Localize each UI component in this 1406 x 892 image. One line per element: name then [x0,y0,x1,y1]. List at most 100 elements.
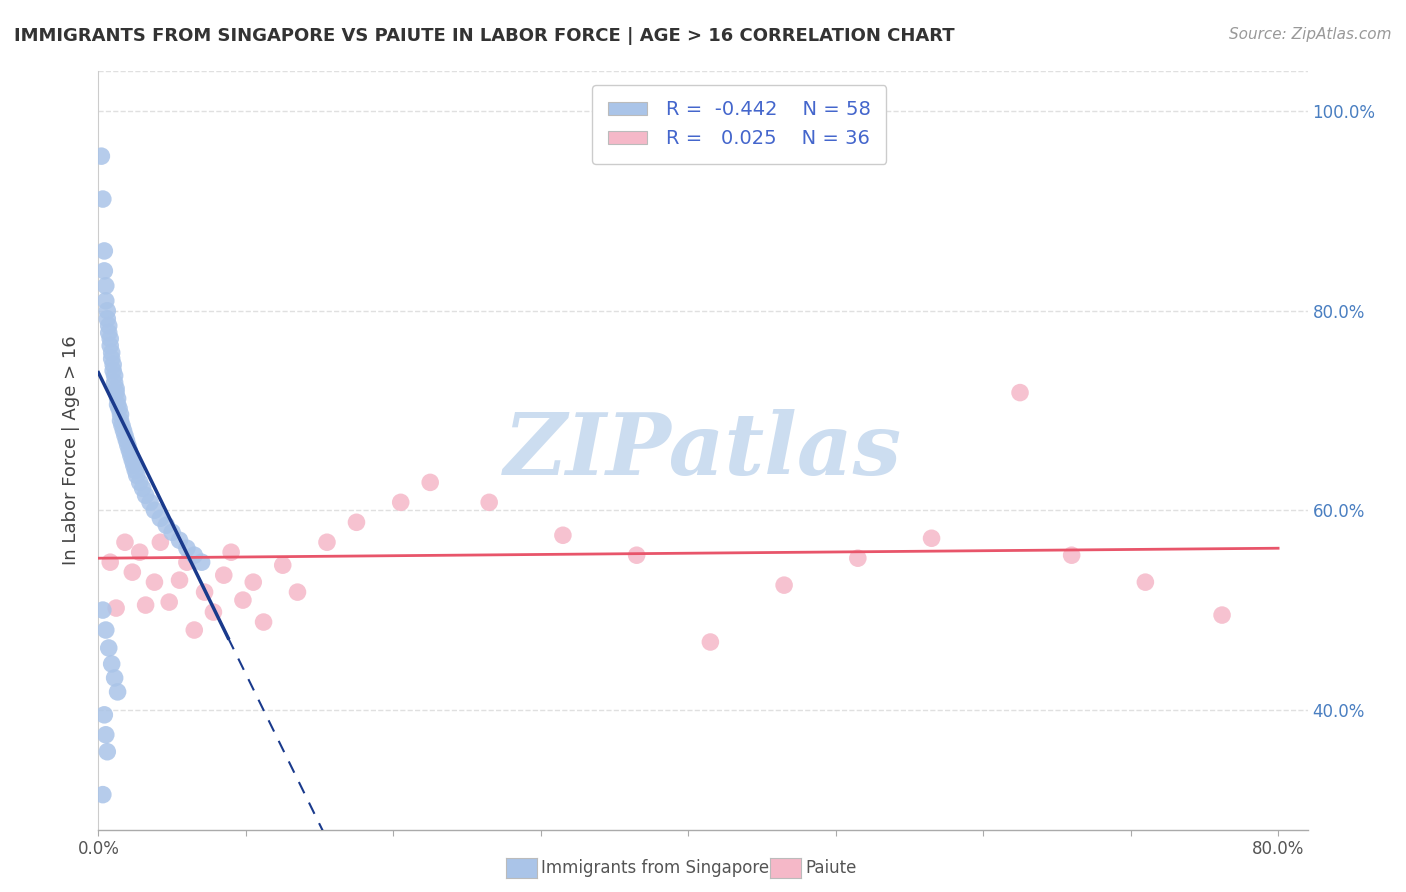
Point [97,640,120,655]
Point [98,555,121,569]
Point [202,605,225,619]
Point [121,565,143,579]
Text: Paiute: Paiute [806,859,858,877]
Point [183,623,205,637]
Point [96,311,118,326]
Point [128,545,150,559]
Point [242,575,264,590]
Point [94,278,117,293]
Point [97,318,120,333]
Point [346,516,368,530]
Point [107,392,129,406]
Point [108,401,131,416]
Y-axis label: In Labor Force | Age > 16: In Labor Force | Age > 16 [62,335,80,566]
Point [94,623,117,637]
Point [149,535,172,549]
Point [143,503,166,517]
Point [194,585,217,599]
Point [93,264,115,278]
Point [101,358,124,372]
Point [155,518,177,533]
Point [389,495,412,509]
Point [121,453,143,467]
Point [139,495,162,509]
Point [105,601,128,615]
Text: Source: ZipAtlas.com: Source: ZipAtlas.com [1229,27,1392,42]
Point [104,368,127,383]
Point [252,615,274,629]
Point [115,434,138,448]
Point [100,345,122,359]
Point [112,424,135,438]
Point [107,398,129,412]
Point [212,568,235,582]
Point [478,495,501,509]
Text: IMMIGRANTS FROM SINGAPORE VS PAIUTE IN LABOR FORCE | AGE > 16 CORRELATION CHART: IMMIGRANTS FROM SINGAPORE VS PAIUTE IN L… [14,27,955,45]
Point [124,463,146,477]
Point [157,595,180,609]
Point [104,671,127,685]
Point [122,458,145,473]
Point [111,418,134,433]
Point [104,376,127,390]
Point [271,558,294,573]
Point [98,339,121,353]
Point [169,533,191,548]
Point [93,244,115,258]
Point [169,573,191,587]
Point [232,593,254,607]
Point [107,685,129,699]
Point [101,364,124,378]
Point [93,707,115,722]
Point [149,511,172,525]
Point [551,528,574,542]
Point [219,545,242,559]
Point [110,413,132,427]
Point [135,598,157,612]
Point [96,745,118,759]
Point [183,548,205,562]
Point [91,788,114,802]
Point [110,408,132,422]
Point [1211,608,1233,623]
Point [100,657,122,671]
Point [626,548,648,562]
Point [131,482,153,496]
Point [91,603,114,617]
Point [1060,548,1083,562]
Legend: R =  -0.442    N = 58, R =   0.025    N = 36: R = -0.442 N = 58, R = 0.025 N = 36 [592,85,886,164]
Point [94,293,117,308]
Text: ZIPatlas: ZIPatlas [503,409,903,492]
Point [160,525,183,540]
Point [135,488,157,502]
Point [96,303,118,318]
Point [773,578,796,592]
Point [105,385,128,400]
Point [100,351,122,366]
Point [287,585,309,599]
Point [91,192,114,206]
Point [699,635,721,649]
Point [105,382,128,396]
Point [114,428,136,442]
Point [143,575,166,590]
Point [176,555,198,569]
Point [176,541,198,556]
Point [120,449,142,463]
Point [1135,575,1157,590]
Text: Immigrants from Singapore: Immigrants from Singapore [541,859,769,877]
Point [190,555,212,569]
Point [114,535,136,549]
Point [316,535,339,549]
Point [98,332,121,346]
Point [118,443,141,458]
Point [128,475,150,490]
Point [94,728,117,742]
Point [921,531,943,545]
Point [846,551,869,566]
Point [125,468,148,483]
Point [1008,385,1031,400]
Point [90,149,112,163]
Point [117,438,139,452]
Point [97,326,120,340]
